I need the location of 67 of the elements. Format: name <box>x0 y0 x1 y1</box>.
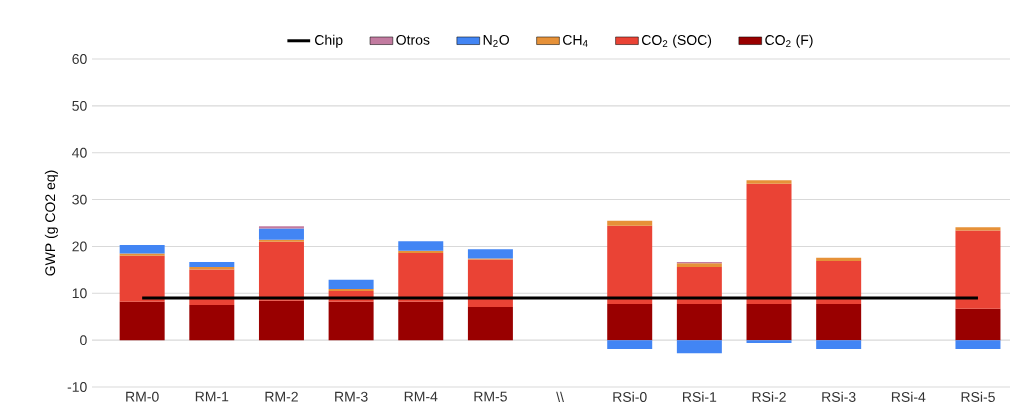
bar <box>467 306 513 341</box>
bar <box>746 180 792 184</box>
bar <box>955 340 1001 350</box>
bar <box>607 225 653 305</box>
x-tick-label: RM-3 <box>335 391 368 402</box>
bar <box>816 304 862 341</box>
x-tick-label: RSi-3 <box>822 391 856 402</box>
legend-label: CO$_{2}$ (SOC) <box>642 34 712 48</box>
bar <box>189 305 235 341</box>
bar <box>189 261 235 268</box>
x-tick-label: RM-2 <box>265 391 298 402</box>
bar <box>816 257 862 261</box>
bar <box>676 340 722 354</box>
bar <box>607 340 653 350</box>
x-tick-label: RSi-0 <box>613 391 647 402</box>
y-tick-label: 20 <box>72 241 87 252</box>
bar <box>676 263 722 268</box>
bar <box>258 241 304 301</box>
bar <box>955 230 1001 309</box>
bar <box>746 340 792 343</box>
x-tick-label: RM-4 <box>404 391 438 402</box>
bar <box>467 259 513 307</box>
x-tick-label: RSi-5 <box>961 391 995 402</box>
bar <box>258 300 304 341</box>
bar <box>258 228 304 240</box>
bar <box>258 226 304 229</box>
y-tick-label: 50 <box>72 100 87 111</box>
bar <box>607 220 653 226</box>
bar <box>467 249 513 259</box>
x-tick-label: RSi-1 <box>683 391 717 402</box>
bar <box>676 267 722 305</box>
bar <box>676 304 722 341</box>
x-tick-label: RM-0 <box>126 391 159 402</box>
legend-label: CO$_{2}$ (F) <box>765 34 813 48</box>
bar <box>189 269 235 305</box>
bar <box>398 301 444 341</box>
bar <box>119 253 165 256</box>
y-tick-label: 0 <box>80 335 87 346</box>
bar <box>328 301 374 341</box>
legend-label: N$_{2}$O <box>483 34 510 47</box>
y-axis-title: GWP (g CO2 eq) <box>44 170 58 276</box>
x-tick-label: RSi-2 <box>752 391 786 402</box>
y-tick-label: 60 <box>72 54 87 64</box>
bar <box>328 279 374 290</box>
bar <box>746 304 792 341</box>
legend-label: CH$_{4}$ <box>563 34 588 47</box>
bar <box>607 304 653 341</box>
x-tick-label: RSi-4 <box>891 391 926 402</box>
y-tick-label: 10 <box>72 288 87 299</box>
bar <box>955 308 1001 341</box>
x-tick-label: RM-5 <box>474 391 507 402</box>
x-tick-label: RM-1 <box>195 391 229 402</box>
y-tick-label: 30 <box>72 194 87 205</box>
bar <box>746 183 792 305</box>
x-tick-label: \\ <box>556 391 564 402</box>
y-tick-label: -10 <box>67 382 87 392</box>
bar <box>816 260 862 305</box>
legend-label: Chip <box>315 34 343 48</box>
bar <box>398 241 444 251</box>
bar <box>119 255 165 302</box>
y-tick-label: 40 <box>72 147 87 158</box>
bar <box>955 227 1001 231</box>
bar <box>119 301 165 341</box>
bar <box>119 245 165 254</box>
bar <box>816 340 862 350</box>
legend-label: Otros <box>396 34 430 45</box>
bar <box>398 252 444 302</box>
